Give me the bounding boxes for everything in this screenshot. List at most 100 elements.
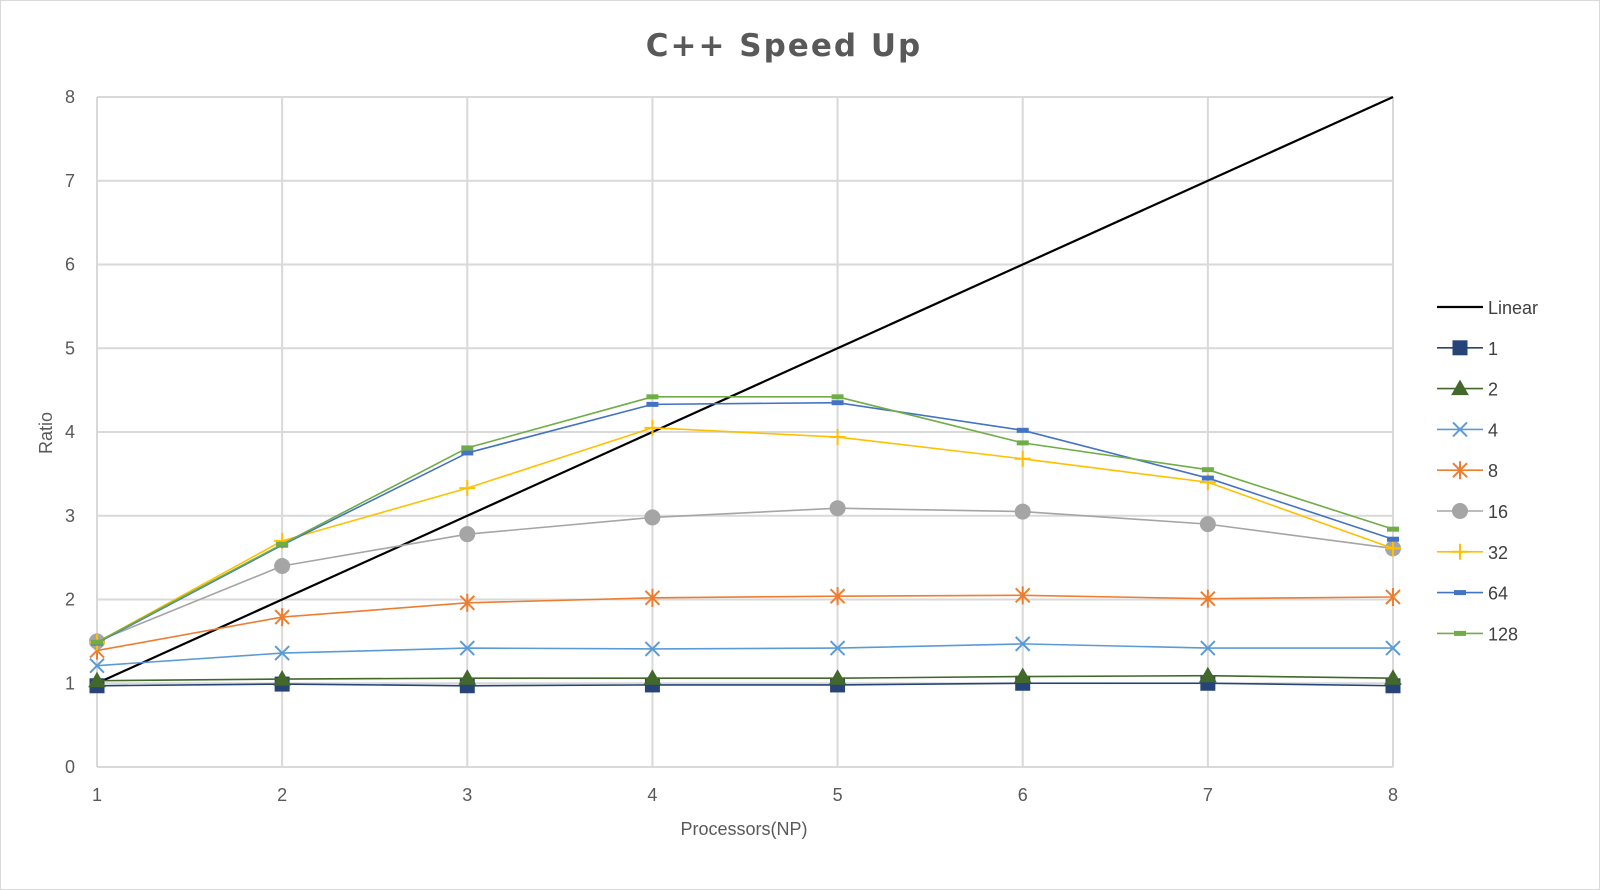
legend-item: 16	[1437, 502, 1508, 522]
x-tick-label: 8	[1388, 785, 1398, 805]
data-point	[646, 394, 659, 400]
data-point	[644, 641, 661, 657]
y-tick-label: 1	[65, 673, 75, 693]
legend-item: 32	[1437, 543, 1508, 563]
series-line	[96, 674, 1394, 682]
series-Linear	[96, 95, 1394, 685]
legend-marker	[1452, 503, 1468, 519]
series-4	[89, 636, 1401, 674]
legend-marker	[1451, 379, 1469, 396]
data-point	[276, 541, 289, 547]
legend-item: 2	[1437, 379, 1498, 400]
data-point	[461, 450, 474, 456]
data-point	[829, 500, 846, 517]
legend-marker	[1452, 421, 1468, 438]
y-tick-label: 0	[65, 757, 75, 777]
legend-label: Linear	[1488, 298, 1538, 318]
data-point	[88, 671, 106, 688]
data-point	[1201, 475, 1214, 481]
legend-marker	[1452, 340, 1468, 356]
data-point	[1385, 587, 1401, 606]
series-line	[96, 95, 1394, 685]
data-point	[1016, 427, 1029, 433]
x-tick-label: 5	[833, 785, 843, 805]
data-point	[829, 587, 846, 606]
y-tick-label: 4	[65, 422, 75, 442]
data-point	[459, 480, 476, 497]
legend-marker	[1452, 461, 1468, 480]
data-point	[1014, 503, 1031, 520]
data-point	[1385, 640, 1401, 656]
data-point	[91, 639, 103, 645]
legend-label: 1	[1488, 339, 1498, 359]
data-point	[461, 445, 474, 451]
series-line	[96, 507, 1394, 643]
data-point	[459, 526, 476, 543]
series-16	[89, 500, 1401, 650]
series-line	[96, 396, 1394, 643]
series-2	[88, 666, 1402, 688]
x-tick-label: 1	[92, 785, 102, 805]
data-point	[1013, 667, 1032, 684]
y-tick-label: 5	[65, 338, 75, 358]
legend-marker	[1454, 590, 1466, 596]
y-tick-label: 8	[65, 87, 75, 107]
legend-item: 128	[1437, 624, 1518, 644]
legend-label: 2	[1488, 380, 1498, 400]
legend-marker	[1454, 630, 1466, 636]
legend: Linear 1 2 4 8 16 32 64 128	[1437, 298, 1538, 644]
data-point	[1387, 536, 1399, 542]
x-axis-title: Processors(NP)	[680, 819, 807, 839]
data-point	[1200, 640, 1216, 656]
data-point	[1015, 586, 1031, 605]
data-point	[1387, 526, 1399, 532]
legend-item: 4	[1437, 420, 1498, 440]
data-point	[829, 640, 846, 656]
data-point	[643, 669, 662, 685]
legend-marker	[1452, 543, 1468, 560]
data-point	[274, 608, 290, 627]
legend-label: 4	[1488, 420, 1498, 440]
data-point	[831, 400, 844, 406]
data-point	[829, 429, 846, 446]
data-point	[644, 588, 661, 607]
x-tick-label: 4	[647, 785, 657, 805]
y-tick-label: 2	[65, 590, 75, 610]
legend-item: Linear	[1437, 298, 1538, 318]
data-point	[1200, 589, 1216, 608]
data-point	[459, 640, 475, 656]
data-point	[1385, 540, 1401, 557]
series-32	[89, 419, 1401, 651]
data-point	[646, 401, 659, 407]
chart-title: C++ Speed Up	[646, 28, 922, 64]
data-point	[1199, 516, 1216, 533]
data-point	[1201, 467, 1214, 473]
series-line	[96, 427, 1394, 643]
legend-item: 8	[1437, 461, 1498, 481]
data-point	[831, 394, 844, 400]
legend-label: 8	[1488, 461, 1498, 481]
data-point	[459, 593, 475, 612]
x-tick-label: 2	[277, 785, 287, 805]
y-tick-label: 7	[65, 171, 75, 191]
data-point	[1014, 450, 1031, 467]
y-tick-label: 3	[65, 506, 75, 526]
legend-label: 32	[1488, 543, 1508, 563]
y-tick-label: 6	[65, 255, 75, 275]
legend-item: 1	[1437, 339, 1498, 359]
data-point	[1016, 440, 1029, 446]
series-8	[89, 586, 1401, 660]
data-point	[274, 645, 290, 661]
x-tick-label: 7	[1203, 785, 1213, 805]
series-line	[96, 594, 1394, 652]
legend-label: 64	[1488, 584, 1508, 604]
data-point	[274, 558, 291, 574]
legend-label: 128	[1488, 624, 1518, 644]
data-point	[89, 657, 105, 674]
data-point	[644, 509, 661, 526]
series-line	[96, 643, 1393, 667]
x-tick-label: 6	[1018, 785, 1028, 805]
legend-label: 16	[1488, 502, 1508, 522]
